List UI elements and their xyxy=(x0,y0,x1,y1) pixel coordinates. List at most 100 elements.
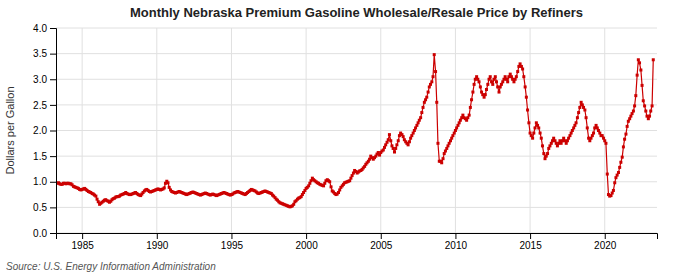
marker xyxy=(484,93,487,96)
marker xyxy=(512,80,515,83)
marker xyxy=(571,129,574,132)
marker xyxy=(636,74,639,77)
marker xyxy=(606,173,609,176)
marker xyxy=(395,143,398,146)
tick-label: 2005 xyxy=(370,240,393,251)
marker xyxy=(541,144,544,147)
marker xyxy=(442,157,445,160)
marker xyxy=(519,62,522,65)
marker xyxy=(565,142,568,145)
marker xyxy=(413,129,416,132)
marker xyxy=(521,68,524,71)
marker xyxy=(641,84,644,87)
marker xyxy=(509,73,512,76)
tick-label: 3.5 xyxy=(33,48,47,59)
marker xyxy=(328,180,331,183)
marker xyxy=(495,80,498,83)
marker xyxy=(419,116,422,119)
marker xyxy=(500,83,503,86)
marker xyxy=(573,124,576,127)
marker xyxy=(580,101,583,104)
tick: 2020 xyxy=(594,233,617,251)
marker xyxy=(529,132,532,135)
marker xyxy=(351,174,354,177)
y-axis-title: Dollars per Gallon xyxy=(4,86,16,174)
plot: 198519901995200020052010201520200.00.51.… xyxy=(33,23,657,251)
marker xyxy=(601,134,604,137)
tick-label: 0.5 xyxy=(33,202,47,213)
marker xyxy=(456,124,459,127)
marker xyxy=(639,69,642,72)
marker xyxy=(648,115,651,118)
tick: 1.0 xyxy=(33,176,56,187)
tick-mark xyxy=(50,233,56,234)
tick: 3.0 xyxy=(33,74,56,85)
marker xyxy=(378,154,381,157)
tick: 3.5 xyxy=(33,48,56,59)
tick-label: 1995 xyxy=(221,240,244,251)
marker xyxy=(466,116,469,119)
marker xyxy=(581,103,584,106)
marker xyxy=(545,155,548,158)
marker xyxy=(629,115,632,118)
marker xyxy=(435,101,438,104)
marker xyxy=(627,120,630,123)
marker xyxy=(537,126,540,129)
tick-label: 2020 xyxy=(594,240,617,251)
marker xyxy=(577,111,580,114)
marker xyxy=(576,116,579,119)
marker xyxy=(514,78,517,81)
tick: 1990 xyxy=(146,233,169,251)
marker xyxy=(556,144,559,147)
line xyxy=(57,55,653,207)
marker xyxy=(475,75,478,78)
tick-label: 2015 xyxy=(519,240,542,251)
marker xyxy=(510,75,513,78)
marker xyxy=(595,124,598,127)
marker xyxy=(446,144,449,147)
marker xyxy=(590,137,593,140)
marker xyxy=(585,116,588,119)
marker xyxy=(631,112,634,115)
marker xyxy=(540,137,543,140)
marker xyxy=(624,133,627,136)
marker xyxy=(402,135,405,138)
tick: 2.0 xyxy=(33,125,56,136)
tick-label: 1985 xyxy=(72,240,95,251)
marker xyxy=(443,152,446,155)
marker xyxy=(614,176,617,179)
marker xyxy=(506,80,509,83)
marker xyxy=(622,145,625,148)
tick-label: 2.0 xyxy=(33,125,47,136)
marker xyxy=(393,151,396,154)
marker xyxy=(532,132,535,135)
marker xyxy=(412,132,415,135)
marker xyxy=(444,150,447,153)
marker xyxy=(649,110,652,113)
marker xyxy=(535,121,538,124)
marker xyxy=(527,121,530,124)
marker xyxy=(544,157,547,160)
marker xyxy=(647,117,650,120)
marker xyxy=(552,137,555,140)
grid-line-y xyxy=(56,28,657,29)
marker xyxy=(505,78,508,81)
marker xyxy=(520,65,523,68)
marker xyxy=(583,109,586,112)
marker xyxy=(603,139,606,142)
tick: 1995 xyxy=(221,233,244,251)
marker xyxy=(485,88,488,91)
marker xyxy=(168,186,171,189)
marker xyxy=(633,104,636,107)
tick-label: 0.0 xyxy=(33,228,47,239)
source-note: Source: U.S. Energy Information Administ… xyxy=(6,261,216,272)
marker xyxy=(414,126,417,129)
tick: 1.5 xyxy=(33,151,56,162)
marker xyxy=(567,137,570,140)
marker xyxy=(338,188,341,191)
axis-line xyxy=(50,29,57,234)
grid xyxy=(56,28,657,233)
marker xyxy=(473,83,476,86)
grid-line-y xyxy=(56,156,657,157)
tick: 2000 xyxy=(295,233,318,251)
